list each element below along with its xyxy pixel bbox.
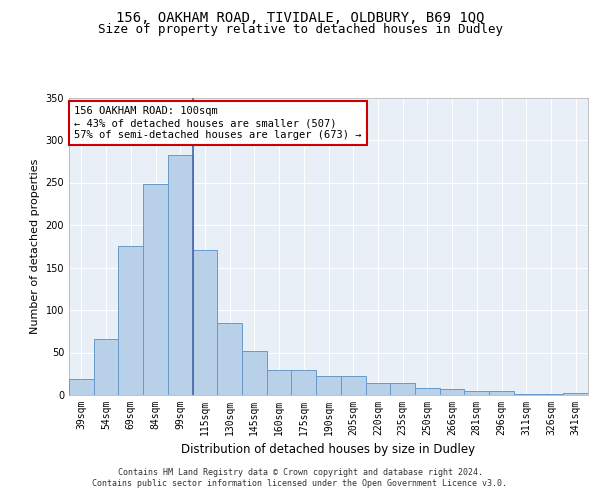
Bar bbox=[193, 250, 217, 395]
Text: Size of property relative to detached houses in Dudley: Size of property relative to detached ho… bbox=[97, 22, 503, 36]
Bar bbox=[390, 383, 415, 395]
Y-axis label: Number of detached properties: Number of detached properties bbox=[30, 158, 40, 334]
Bar bbox=[365, 383, 390, 395]
Text: 156 OAKHAM ROAD: 100sqm
← 43% of detached houses are smaller (507)
57% of semi-d: 156 OAKHAM ROAD: 100sqm ← 43% of detache… bbox=[74, 106, 362, 140]
Bar bbox=[341, 376, 365, 395]
Bar bbox=[94, 339, 118, 395]
Bar bbox=[168, 156, 193, 395]
Bar bbox=[143, 184, 168, 395]
Bar bbox=[292, 370, 316, 395]
Bar bbox=[440, 389, 464, 395]
Bar bbox=[415, 388, 440, 395]
Text: Contains HM Land Registry data © Crown copyright and database right 2024.
Contai: Contains HM Land Registry data © Crown c… bbox=[92, 468, 508, 487]
Bar bbox=[514, 394, 539, 395]
Bar bbox=[539, 394, 563, 395]
Bar bbox=[69, 379, 94, 395]
Bar bbox=[316, 376, 341, 395]
Bar bbox=[242, 351, 267, 395]
Bar bbox=[563, 394, 588, 395]
Bar bbox=[464, 391, 489, 395]
Text: 156, OAKHAM ROAD, TIVIDALE, OLDBURY, B69 1QQ: 156, OAKHAM ROAD, TIVIDALE, OLDBURY, B69… bbox=[116, 10, 484, 24]
Bar bbox=[267, 370, 292, 395]
Bar bbox=[217, 323, 242, 395]
Bar bbox=[489, 391, 514, 395]
Bar bbox=[118, 246, 143, 395]
X-axis label: Distribution of detached houses by size in Dudley: Distribution of detached houses by size … bbox=[181, 444, 476, 456]
